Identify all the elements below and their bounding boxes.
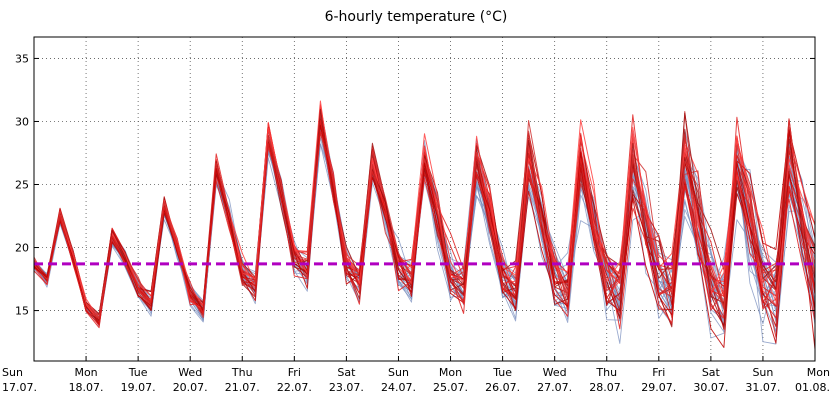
x-tick-day: Sat — [702, 366, 721, 379]
x-tick-date: 17.07. — [2, 381, 37, 394]
warm-member-line-19 — [34, 132, 815, 338]
warm-member-line-17 — [34, 108, 815, 323]
y-tick-label: 25 — [15, 179, 29, 192]
x-tick-date: 23.07. — [329, 381, 364, 394]
x-tick-day: Thu — [595, 366, 617, 379]
x-tick-date: 26.07. — [485, 381, 520, 394]
x-tick-day: Mon — [439, 366, 462, 379]
y-tick-label: 35 — [15, 52, 29, 65]
x-tick-day: Mon — [807, 366, 830, 379]
x-tick-day: Sun — [2, 366, 23, 379]
y-tick-label: 30 — [15, 115, 29, 128]
x-tick-date: 19.07. — [121, 381, 156, 394]
warm-member-line-21 — [34, 130, 815, 330]
warm-member-line-8 — [34, 112, 815, 315]
x-tick-date: 30.07. — [693, 381, 728, 394]
x-tick-day: Fri — [652, 366, 665, 379]
x-tick-date: 24.07. — [381, 381, 416, 394]
x-tick-day: Thu — [231, 366, 253, 379]
x-tick-day: Sun — [388, 366, 409, 379]
x-tick-date: 22.07. — [277, 381, 312, 394]
x-tick-day: Wed — [178, 366, 202, 379]
chart-title: 6-hourly temperature (°C) — [324, 9, 508, 25]
y-tick-label: 15 — [15, 305, 29, 318]
x-tick-date: 20.07. — [173, 381, 208, 394]
x-tick-date: 01.08. — [795, 381, 830, 394]
plot-frame — [33, 36, 816, 362]
x-tick-date: 31.07. — [745, 381, 780, 394]
x-tick-date: 25.07. — [433, 381, 468, 394]
x-tick-day: Sat — [337, 366, 356, 379]
x-tick-date: 28.07. — [589, 381, 624, 394]
y-tick-label: 20 — [15, 242, 29, 255]
x-tick-date: 18.07. — [69, 381, 104, 394]
ensemble-members — [34, 100, 815, 350]
x-tick-day: Wed — [543, 366, 567, 379]
x-tick-day: Fri — [288, 366, 301, 379]
x-tick-day: Sun — [752, 366, 773, 379]
x-tick-date: 21.07. — [225, 381, 260, 394]
warm-member-line-18 — [34, 108, 815, 327]
x-tick-date: 27.07. — [537, 381, 572, 394]
x-tick-day: Tue — [128, 366, 148, 379]
x-tick-day: Mon — [74, 366, 97, 379]
x-tick-day: Tue — [492, 366, 512, 379]
x-tick-date: 29.07. — [641, 381, 676, 394]
